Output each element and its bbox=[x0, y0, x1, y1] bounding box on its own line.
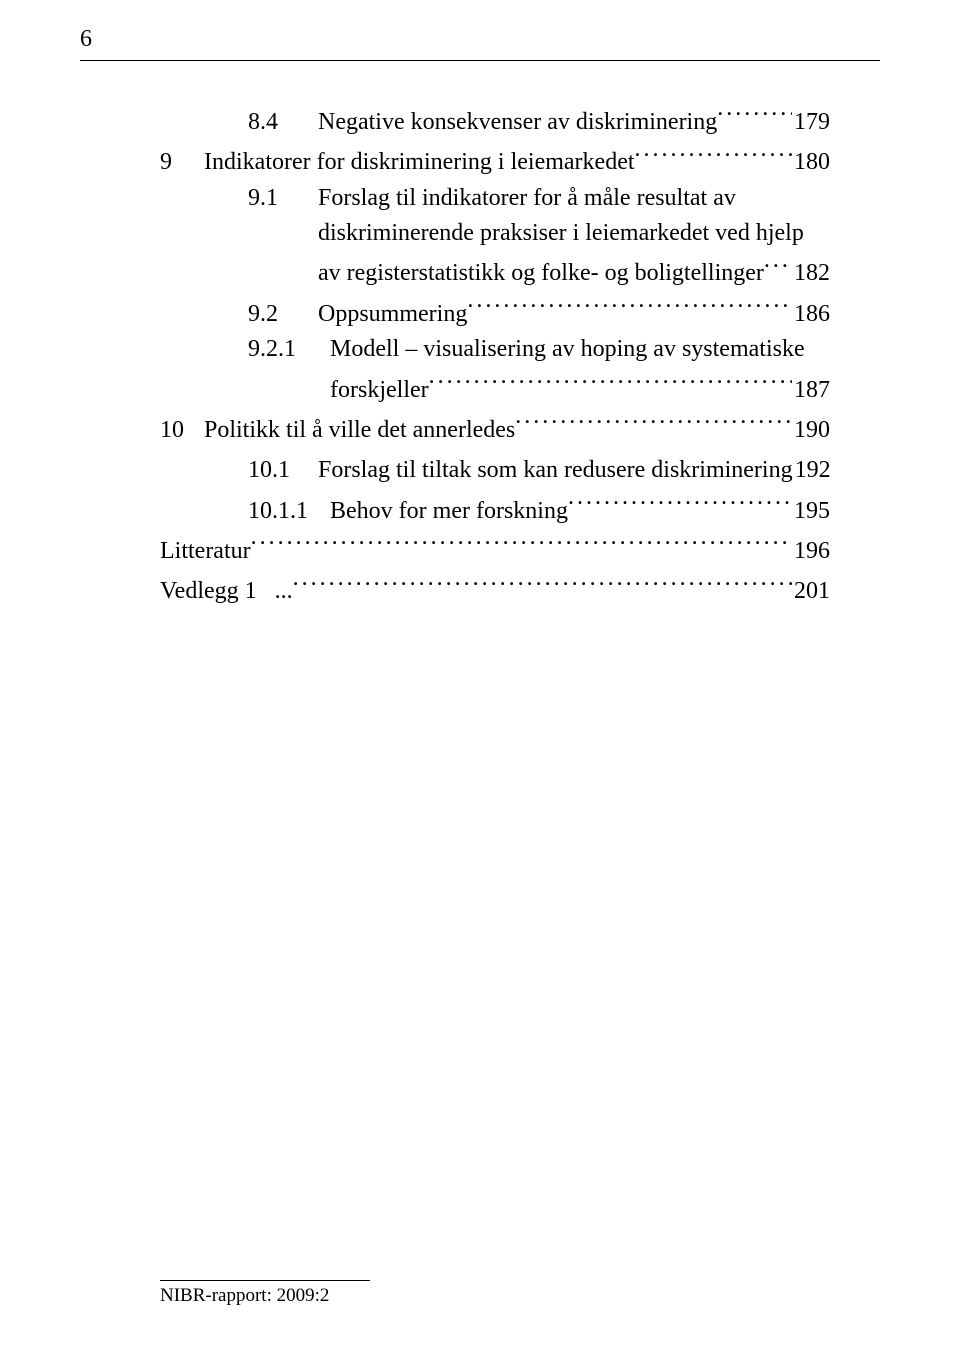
toc-entry: 9.2Oppsummering 186 bbox=[160, 292, 830, 332]
toc-entry: 9.2.1Modell – visualisering av hoping av… bbox=[160, 332, 830, 368]
toc-page: 195 bbox=[792, 494, 830, 530]
toc-number: 9.1 bbox=[248, 181, 318, 217]
toc-page: 196 bbox=[792, 534, 830, 570]
toc-entry: Vedlegg 1 ... 201 bbox=[160, 569, 830, 609]
toc-title: Forslag til tiltak som kan redusere disk… bbox=[318, 457, 793, 483]
toc-leader bbox=[515, 408, 792, 437]
toc-number: 9.2.1 bbox=[248, 332, 330, 368]
toc-entry: 10.1Forslag til tiltak som kan redusere … bbox=[160, 448, 830, 488]
toc-title: Oppsummering bbox=[318, 301, 467, 327]
footer: NIBR-rapport: 2009:2 bbox=[160, 1280, 370, 1307]
toc-page: 182 bbox=[792, 256, 830, 292]
toc-entry-cont: diskriminerende praksiser i leiemarkedet… bbox=[160, 216, 830, 252]
toc-entry: 9Indikatorer for diskriminering i leiema… bbox=[160, 140, 830, 180]
toc-leader bbox=[467, 292, 792, 321]
toc-content: 8.4Negative konsekvenser av diskrimineri… bbox=[160, 100, 830, 610]
footer-rule bbox=[160, 1280, 370, 1281]
toc-title: Modell – visualisering av hoping av syst… bbox=[330, 336, 805, 362]
toc-title: av registerstatistikk og folke- og bolig… bbox=[318, 260, 764, 286]
toc-title: Negative konsekvenser av diskriminering bbox=[318, 109, 717, 135]
toc-number: 10.1.1 bbox=[248, 494, 330, 530]
toc-page: 186 bbox=[792, 297, 830, 333]
toc-leader bbox=[251, 529, 792, 558]
toc-page: 187 bbox=[792, 373, 830, 409]
toc-leader bbox=[429, 368, 792, 397]
toc-number: 9 bbox=[160, 145, 204, 181]
toc-entry: 10Politikk til å ville det annerledes 19… bbox=[160, 408, 830, 448]
toc-entry: 9.1Forslag til indikatorer for å måle re… bbox=[160, 181, 830, 217]
toc-title: Litteratur bbox=[160, 538, 251, 564]
toc-leader bbox=[717, 100, 792, 129]
toc-leader bbox=[293, 569, 792, 598]
toc-page: 201 bbox=[792, 574, 830, 610]
toc-extra-dots: ... bbox=[275, 578, 293, 604]
toc-number: 10 bbox=[160, 413, 204, 449]
toc-leader bbox=[764, 252, 792, 281]
toc-entry: Litteratur 196 bbox=[160, 529, 830, 569]
toc-title: diskriminerende praksiser i leiemarkedet… bbox=[160, 216, 804, 252]
toc-title: forskjeller bbox=[330, 377, 429, 403]
toc-leader bbox=[568, 489, 792, 518]
toc-entry-cont: av registerstatistikk og folke- og bolig… bbox=[160, 252, 830, 292]
page-number: 6 bbox=[80, 26, 92, 53]
toc-title: Forslag til indikatorer for å måle resul… bbox=[318, 185, 736, 211]
toc-page: 190 bbox=[792, 413, 830, 449]
toc-page: 179 bbox=[792, 105, 830, 141]
toc-page: 192 bbox=[793, 453, 831, 489]
toc-page: 180 bbox=[792, 145, 830, 181]
toc-number: 9.2 bbox=[248, 297, 318, 333]
header-rule bbox=[80, 60, 880, 61]
toc-entry-cont: forskjeller 187 bbox=[160, 368, 830, 408]
toc-entry: 8.4Negative konsekvenser av diskrimineri… bbox=[160, 100, 830, 140]
toc-title: Politikk til å ville det annerledes bbox=[204, 417, 515, 443]
footer-text: NIBR-rapport: 2009:2 bbox=[160, 1285, 370, 1307]
toc-number: 10.1 bbox=[248, 453, 318, 489]
toc-title: Behov for mer forskning bbox=[330, 498, 568, 524]
toc-number: 8.4 bbox=[248, 105, 318, 141]
toc-title: Indikatorer for diskriminering i leiemar… bbox=[204, 149, 635, 175]
toc-leader bbox=[635, 140, 792, 169]
toc-entry: 10.1.1Behov for mer forskning 195 bbox=[160, 489, 830, 529]
toc-title: Vedlegg 1 bbox=[160, 578, 257, 604]
